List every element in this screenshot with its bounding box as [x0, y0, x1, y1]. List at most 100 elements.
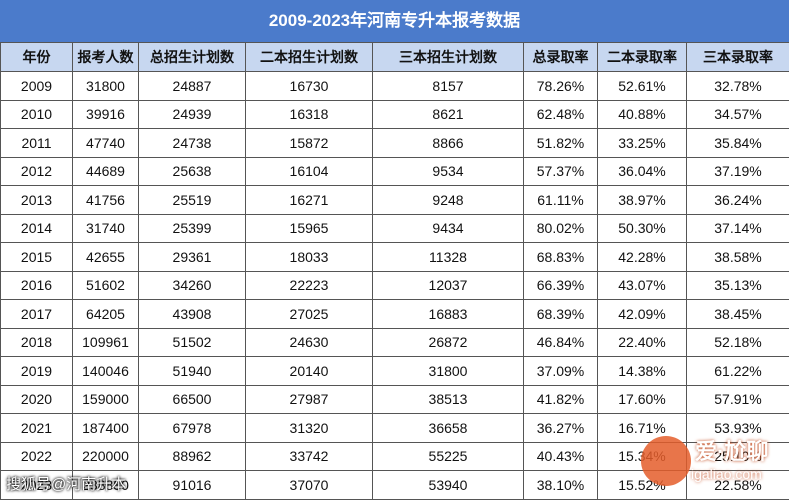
table-cell: 15965 — [245, 213, 373, 243]
table-cell: 8866 — [372, 128, 524, 158]
table-cell: 53940 — [372, 470, 524, 500]
table-cell: 9248 — [372, 185, 524, 215]
table-cell: 50.30% — [597, 213, 687, 243]
table-cell: 31800 — [372, 356, 524, 386]
table-cell: 64205 — [72, 299, 139, 329]
table-cell: 2022 — [0, 441, 73, 471]
table-cell: 26872 — [372, 327, 524, 357]
table-cell: 2011 — [0, 128, 73, 158]
table-cell: 22.58% — [686, 470, 789, 500]
table-cell: 57.91% — [686, 384, 789, 414]
header-cell: 三本录取率 — [686, 42, 789, 72]
table-cell: 42.28% — [597, 242, 687, 272]
table-row: 2009 31800 24887 16730 8157 78.26% 52.61% 32.78… — [0, 71, 789, 101]
table-cell: 16730 — [245, 71, 373, 101]
table-cell: 25519 — [138, 185, 246, 215]
table-row: 2018 109961 51502 24630 26872 46.84% 22.40% 52.… — [0, 327, 789, 357]
header-cell: 年份 — [0, 42, 73, 72]
table-cell: 32.78% — [686, 71, 789, 101]
table-cell: 27025 — [245, 299, 373, 329]
logo: 爱·尬聊 igaliao.com — [641, 432, 781, 494]
header-cell: 二本录取率 — [597, 42, 687, 72]
table-cell: 14.38% — [597, 356, 687, 386]
table-cell: 33742 — [245, 441, 373, 471]
table-cell: 31320 — [245, 413, 373, 443]
table-cell: 42.09% — [597, 299, 687, 329]
table-cell: 51602 — [72, 270, 139, 300]
logo-text: 爱·尬聊 — [695, 439, 769, 464]
table-row: 2013 41756 25519 16271 9248 61.11% 38.97% 36.24… — [0, 185, 789, 215]
table-cell: 38.10% — [523, 470, 598, 500]
table-cell: 66500 — [138, 384, 246, 414]
table-cell: 53.93% — [686, 413, 789, 443]
table-cell: 51.82% — [523, 128, 598, 158]
table-cell: 36.27% — [523, 413, 598, 443]
table-cell: 2010 — [0, 99, 73, 129]
table-cell: 41.82% — [523, 384, 598, 414]
logo-badge — [641, 436, 691, 486]
table-cell: 31800 — [72, 71, 139, 101]
table-cell: 220000 — [72, 441, 139, 471]
table-cell: 2020 — [0, 384, 73, 414]
table-cell: 37.19% — [686, 156, 789, 186]
table-cell: 36.24% — [686, 185, 789, 215]
table-row: 2016 51602 34260 22223 12037 66.39% 43.07% 35.1… — [0, 270, 789, 300]
table-cell: 66.39% — [523, 270, 598, 300]
table-cell: 159000 — [72, 384, 139, 414]
table-cell: 2017 — [0, 299, 73, 329]
table-cell: 46.84% — [523, 327, 598, 357]
table-cell: 16271 — [245, 185, 373, 215]
table-cell: 2016 — [0, 270, 73, 300]
table-cell: 25399 — [138, 213, 246, 243]
table-cell: 2014 — [0, 213, 73, 243]
table-cell: 42655 — [72, 242, 139, 272]
header-row: 年份 报考人数 总招生计划数 二本招生计划数 三本招生计划数 总录取率 二本录取率 三本录取率 — [0, 42, 789, 72]
table-cell: 27987 — [245, 384, 373, 414]
table-cell: 52.61% — [597, 71, 687, 101]
watermark: 搜狐号@河南升本 — [6, 476, 127, 493]
table-cell: 140046 — [72, 356, 139, 386]
table-row: 2012 44689 25638 16104 9534 57.37% 36.04% 37.19… — [0, 156, 789, 186]
table-cell: 37070 — [245, 470, 373, 500]
logo-site: igaliao.com — [691, 466, 762, 482]
table-cell: 44689 — [72, 156, 139, 186]
table-cell: 38.58% — [686, 242, 789, 272]
table-cell: 22.40% — [597, 327, 687, 357]
table-cell: 40.88% — [597, 99, 687, 129]
table-cell: 52.18% — [686, 327, 789, 357]
table-cell: 68.83% — [523, 242, 598, 272]
table-row: 2021 187400 67978 31320 36658 36.27% 16.71% 53.… — [0, 413, 789, 443]
table-title: 2009-2023年河南专升本报考数据 — [0, 0, 789, 42]
table-cell: 9434 — [372, 213, 524, 243]
table-cell: 18033 — [245, 242, 373, 272]
table-cell: 24887 — [138, 71, 246, 101]
table-cell: 12037 — [372, 270, 524, 300]
table-cell: 39916 — [72, 99, 139, 129]
table-cell: 35.84% — [686, 128, 789, 158]
table-cell: 43908 — [138, 299, 246, 329]
table-cell: 29361 — [138, 242, 246, 272]
table-cell: 61.11% — [523, 185, 598, 215]
table-cell: 24738 — [138, 128, 246, 158]
table-cell: 37.14% — [686, 213, 789, 243]
table-cell: 57.37% — [523, 156, 598, 186]
table-cell: 2009 — [0, 71, 73, 101]
table-cell: 36658 — [372, 413, 524, 443]
table-cell: 51940 — [138, 356, 246, 386]
table-cell: 80.02% — [523, 213, 598, 243]
table-cell: 34.57% — [686, 99, 789, 129]
table-cell: 20140 — [245, 356, 373, 386]
table-cell: 33.25% — [597, 128, 687, 158]
table-row: 2011 47740 24738 15872 8866 51.82% 33.25% 35.84… — [0, 128, 789, 158]
table-cell: 68.39% — [523, 299, 598, 329]
header-cell: 三本招生计划数 — [372, 42, 524, 72]
table-cell: 38513 — [372, 384, 524, 414]
table-row: 2023 238880 91016 37070 53940 38.10% 15.52% 22.… — [0, 470, 789, 500]
header-cell: 总录取率 — [523, 42, 598, 72]
table-cell: 62.48% — [523, 99, 598, 129]
table-row: 2020 159000 66500 27987 38513 41.82% 17.60% 57.… — [0, 384, 789, 414]
table-cell: 38.45% — [686, 299, 789, 329]
table-cell: 2015 — [0, 242, 73, 272]
table-cell: 41756 — [72, 185, 139, 215]
